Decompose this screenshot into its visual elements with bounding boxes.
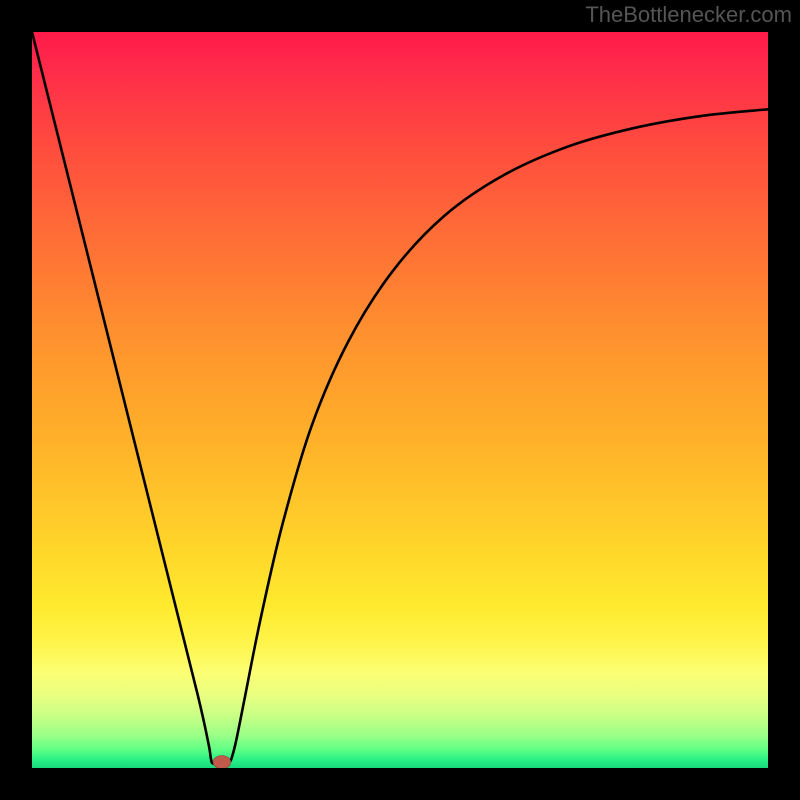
chart-svg: [32, 32, 768, 768]
chart-frame: TheBottlenecker.com: [0, 0, 800, 800]
gradient-background: [32, 32, 768, 768]
minimum-marker: [213, 755, 231, 768]
plot-area: [32, 32, 768, 768]
watermark-text: TheBottlenecker.com: [585, 2, 792, 28]
